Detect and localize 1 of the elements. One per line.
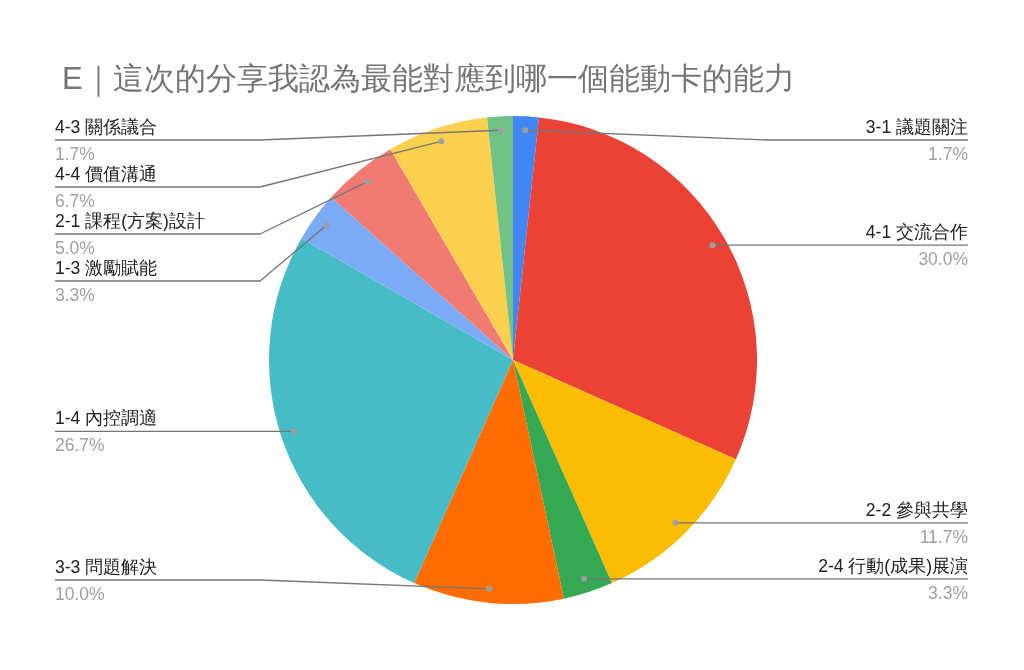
title: E｜這次的分享我認為最能對應到哪一個能動卡的能力	[62, 61, 795, 96]
